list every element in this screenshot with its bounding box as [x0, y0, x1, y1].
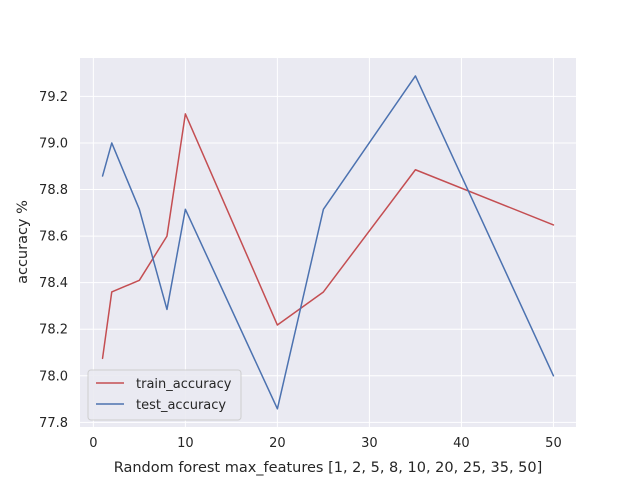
x-axis-label: Random forest max_features [1, 2, 5, 8, … — [114, 460, 543, 476]
y-tick-label: 78.2 — [39, 323, 68, 338]
x-tick-label: 40 — [453, 436, 470, 451]
y-axis-label: accuracy % — [15, 200, 31, 284]
y-tick-label: 78.6 — [39, 230, 68, 245]
y-tick-label: 78.4 — [39, 276, 68, 291]
series-line-train-accuracy — [101, 113, 555, 360]
y-tick-label: 78.0 — [39, 369, 68, 384]
y-axis-ticks: 77.8 78.0 78.2 78.4 78.6 78.8 79.0 79.2 — [39, 90, 68, 431]
y-tick-label: 78.8 — [39, 183, 68, 198]
y-tick-label: 77.8 — [39, 416, 68, 431]
legend-label-test: test_accuracy — [136, 398, 226, 413]
series-line-test-accuracy — [101, 75, 555, 410]
y-tick-label: 79.0 — [39, 136, 68, 151]
x-tick-label: 30 — [361, 436, 378, 451]
x-tick-label: 0 — [89, 436, 97, 451]
x-tick-label: 20 — [269, 436, 286, 451]
legend-box — [87, 369, 242, 421]
legend-label-train: train_accuracy — [136, 377, 232, 392]
x-axis-ticks: 0 10 20 30 40 50 — [89, 436, 562, 451]
series-layer — [101, 75, 555, 410]
y-tick-label: 79.2 — [39, 90, 68, 105]
x-tick-label: 10 — [177, 436, 194, 451]
x-tick-label: 50 — [545, 436, 562, 451]
legend: train_accuracy test_accuracy — [87, 369, 242, 421]
